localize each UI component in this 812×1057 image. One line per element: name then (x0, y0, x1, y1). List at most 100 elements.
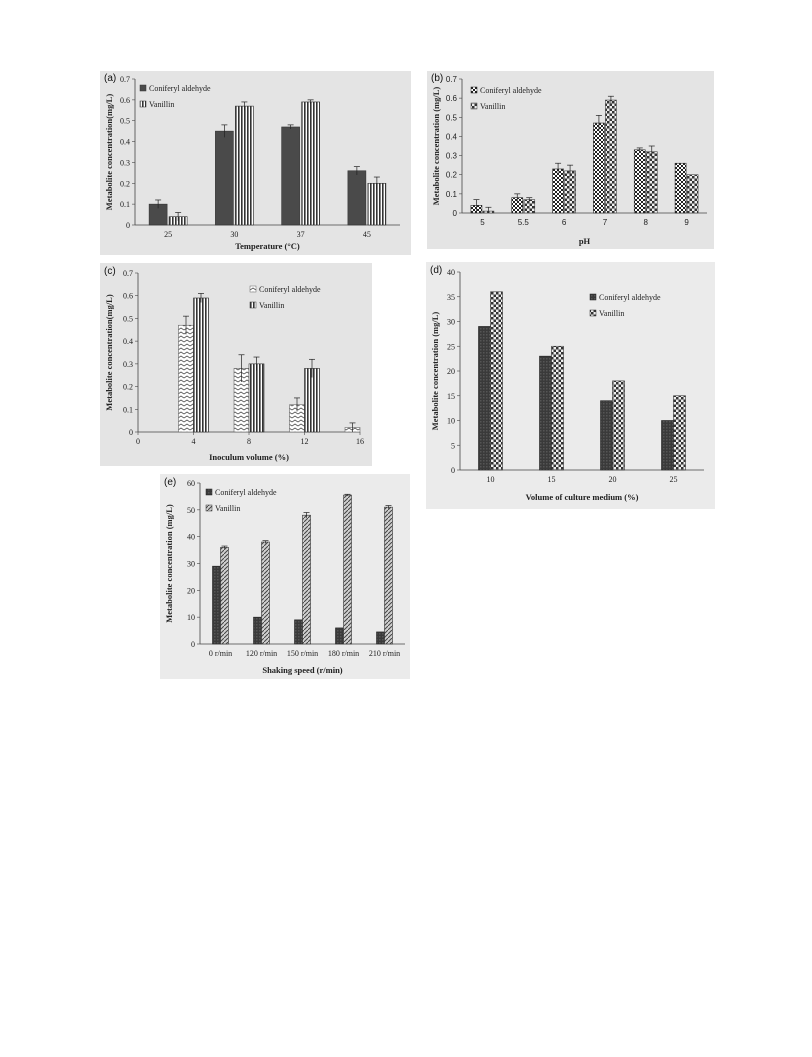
y-tick-label: 30 (447, 318, 455, 327)
y-tick-label: 0.2 (120, 179, 130, 188)
bar-vanillin (261, 541, 270, 645)
bar-vanillin (304, 368, 320, 433)
y-tick-label: 0 (451, 466, 455, 475)
y-tick-label: 0.4 (120, 138, 130, 147)
y-tick-label: 0.6 (120, 96, 130, 105)
legend-swatch-vanillin (139, 100, 147, 108)
legend-label-coniferyl-aldehyde: Coniferyl aldehyde (259, 285, 321, 294)
x-tick-label: 4 (192, 437, 196, 446)
y-tick-label: 60 (187, 479, 195, 488)
y-tick-label: 40 (447, 268, 455, 277)
bar-coniferyl-aldehyde (253, 616, 262, 645)
x-tick-label: 25 (670, 475, 678, 484)
bar-coniferyl-aldehyde (178, 324, 194, 433)
y-tick-label: 0.7 (120, 75, 130, 84)
panel-label-a: (a) (104, 73, 116, 84)
bar-coniferyl-aldehyde (539, 355, 552, 471)
bar-vanillin (384, 506, 393, 645)
y-tick-label: 0.3 (123, 360, 133, 369)
y-axis-title: Metabolite concentration(mg/L) (104, 294, 114, 411)
panel-a: (a) 0 0.1 0.2 0.3 0.4 0.5 0.6 0.7 25 30 37 45 Temper… (100, 71, 411, 255)
y-tick-label: 0.5 (123, 314, 133, 323)
panel-label-e: (e) (164, 477, 176, 488)
y-tick-label: 0.6 (123, 292, 133, 301)
panel-c: (c) 0 0.1 0.2 0.3 0.4 0.5 0.6 0.7 0 4 8 12 16 Inoculu… (100, 263, 372, 466)
y-tick-label: 0.7 (446, 75, 458, 84)
legend-swatch-vanillin (589, 309, 597, 317)
x-tick-label: 5.5 (518, 218, 530, 227)
y-tick-label: 0.5 (446, 113, 458, 122)
legend-swatch-coniferyl-aldehyde (470, 86, 478, 94)
y-tick-label: 20 (187, 586, 195, 595)
chart-c: (c) 0 0.1 0.2 0.3 0.4 0.5 0.6 0.7 0 4 8 12 16 Inoculu… (104, 266, 364, 462)
bar-coniferyl-aldehyde (376, 631, 385, 645)
bar-vanillin (302, 514, 311, 645)
y-tick-label: 30 (187, 560, 195, 569)
x-tick-label: 10 (487, 475, 495, 484)
y-tick-label: 0.2 (123, 383, 133, 392)
legend-swatch-vanillin (249, 301, 257, 309)
panel-d: (d) 0 5 10 15 20 25 30 35 40 10 15 20 25 Volume of cu… (426, 262, 715, 509)
legend-label-vanillin: Vanillin (149, 100, 174, 109)
bar-coniferyl-aldehyde (294, 619, 303, 645)
x-axis-title: Temperature (°C) (235, 241, 300, 251)
x-tick-label: 7 (603, 218, 608, 227)
panel-label-d: (d) (430, 265, 442, 276)
bar-coniferyl-aldehyde (552, 168, 564, 214)
x-tick-label: 180 r/min (328, 649, 359, 658)
y-axis-title: Metabolite concentration (mg/L) (164, 504, 174, 623)
x-axis-title: pH (579, 236, 591, 246)
bar-vanillin (343, 494, 352, 645)
bar-coniferyl-aldehyde (661, 420, 674, 471)
legend-label-coniferyl-aldehyde: Coniferyl aldehyde (599, 293, 661, 302)
legend-label-vanillin: Vanillin (215, 504, 240, 513)
y-tick-label: 40 (187, 533, 195, 542)
y-tick-label: 10 (187, 613, 195, 622)
legend-swatch-coniferyl-aldehyde (139, 84, 147, 92)
bar-coniferyl-aldehyde (347, 170, 367, 226)
y-tick-label: 0.1 (123, 405, 133, 414)
bar-coniferyl-aldehyde (593, 122, 605, 214)
bar-coniferyl-aldehyde (633, 149, 646, 214)
x-tick-label: 37 (297, 230, 305, 239)
bar-vanillin (686, 174, 699, 214)
y-tick-label: 0.4 (446, 132, 458, 141)
x-tick-label: 9 (684, 218, 689, 227)
x-tick-label: 45 (363, 230, 371, 239)
bar-vanillin (612, 380, 625, 471)
y-tick-label: 0 (126, 221, 130, 230)
bar-vanillin (605, 99, 617, 214)
bar-vanillin (645, 151, 658, 214)
x-axis-title: Volume of culture medium (%) (526, 492, 639, 502)
x-tick-label: 12 (301, 437, 309, 446)
y-tick-label: 10 (447, 417, 455, 426)
chart-a: (a) 0 0.1 0.2 0.3 0.4 0.5 0.6 0.7 25 30 37 45 Temper… (104, 73, 400, 251)
y-tick-label: 50 (187, 506, 195, 515)
legend-label-vanillin: Vanillin (259, 301, 284, 310)
y-tick-label: 0.7 (123, 269, 133, 278)
bar-vanillin (193, 297, 209, 433)
legend-label-vanillin: Vanillin (599, 309, 624, 318)
y-axis-title: Metabolite concentration (mg/L) (431, 87, 441, 206)
bar-coniferyl-aldehyde (335, 627, 344, 645)
bar-coniferyl-aldehyde (478, 326, 491, 471)
bar-vanillin (673, 395, 686, 471)
bar-vanillin (235, 105, 254, 226)
x-tick-label: 120 r/min (246, 649, 277, 658)
legend-label-coniferyl-aldehyde: Coniferyl aldehyde (480, 86, 542, 95)
bar-vanillin (564, 170, 576, 214)
legend-swatch-coniferyl-aldehyde (589, 293, 597, 301)
y-tick-label: 0.3 (120, 158, 130, 167)
y-tick-label: 0.1 (446, 190, 458, 199)
panel-e: (e) 0 10 20 30 40 50 60 0 r/min 120 r/min 150 r/m… (160, 474, 410, 679)
y-tick-label: 0.4 (123, 337, 133, 346)
bar-vanillin (248, 363, 265, 433)
y-tick-label: 0 (129, 428, 133, 437)
panel-label-b: (b) (431, 73, 443, 84)
x-tick-label: 16 (356, 437, 364, 446)
y-axis-title: Metabolite concentration (mg/L) (430, 312, 440, 431)
x-tick-label: 210 r/min (369, 649, 400, 658)
x-tick-label: 15 (548, 475, 556, 484)
x-tick-label: 25 (164, 230, 172, 239)
x-tick-label: 8 (247, 437, 251, 446)
